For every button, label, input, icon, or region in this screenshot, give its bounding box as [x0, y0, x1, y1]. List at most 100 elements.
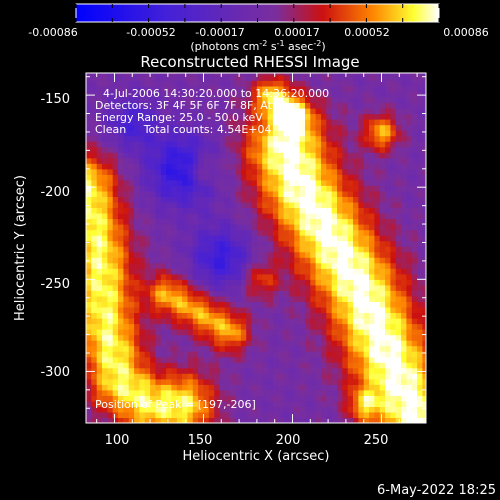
- heatmap-cell: [363, 141, 370, 148]
- heatmap-cell: [219, 201, 226, 208]
- heatmap-cell: [251, 306, 258, 313]
- heatmap-cell: [278, 306, 285, 313]
- heatmap-cell: [166, 80, 172, 87]
- heatmap-cell: [331, 174, 338, 181]
- heatmap-cell: [182, 185, 188, 192]
- heatmap-cell: [230, 130, 237, 137]
- heatmap-cell: [299, 312, 306, 319]
- heatmap-cell: [166, 102, 172, 109]
- heatmap-cell: [96, 91, 103, 98]
- heatmap-cell: [337, 218, 343, 225]
- heatmap-cell: [417, 373, 423, 380]
- heatmap-cell: [321, 251, 327, 258]
- heatmap-cell: [219, 240, 226, 247]
- heatmap-cell: [395, 224, 402, 231]
- heatmap-cell: [176, 345, 183, 352]
- colorbar-tick-label: -0.00086: [28, 26, 77, 39]
- heatmap-cell: [123, 85, 130, 92]
- heatmap-cell: [112, 224, 119, 231]
- heatmap-cell: [182, 356, 188, 363]
- heatmap-cell: [310, 329, 317, 336]
- heatmap-cell: [326, 395, 333, 402]
- heatmap-cell: [171, 295, 178, 302]
- heatmap-cell: [401, 163, 407, 170]
- heatmap-cell: [379, 262, 386, 269]
- heatmap-cell: [139, 207, 146, 214]
- heatmap-cell: [315, 179, 322, 186]
- heatmap-cell: [246, 284, 253, 291]
- heatmap-cell: [326, 168, 333, 175]
- heatmap-cell: [326, 417, 333, 423]
- heatmap-cell: [235, 417, 242, 423]
- heatmap-cell: [139, 240, 146, 247]
- heatmap-cell: [134, 334, 140, 341]
- heatmap-cell: [230, 141, 237, 148]
- heatmap-cell: [395, 74, 402, 81]
- heatmap-cell: [369, 119, 375, 126]
- heatmap-cell: [203, 185, 210, 192]
- heatmap-cell: [224, 378, 231, 385]
- heatmap-cell: [150, 417, 156, 423]
- heatmap-cell: [235, 201, 242, 208]
- heatmap-cell: [331, 251, 338, 258]
- heatmap-cell: [224, 301, 231, 308]
- heatmap-cell: [331, 135, 338, 142]
- heatmap-cell: [176, 73, 183, 76]
- heatmap-cell: [401, 96, 407, 103]
- heatmap-cell: [262, 295, 269, 302]
- heatmap-cell: [198, 389, 204, 396]
- heatmap-cell: [134, 229, 140, 236]
- heatmap-cell: [401, 102, 407, 109]
- heatmap-cell: [166, 306, 172, 313]
- heatmap-cell: [395, 80, 402, 87]
- heatmap-cell: [139, 168, 146, 175]
- heatmap-cell: [353, 73, 359, 76]
- heatmap-cell: [91, 334, 98, 341]
- heatmap-cell: [118, 373, 124, 380]
- heatmap-cell: [182, 174, 188, 181]
- heatmap-cell: [278, 229, 285, 236]
- heatmap-cell: [417, 312, 423, 319]
- heatmap-cell: [411, 152, 418, 159]
- heatmap-cell: [374, 251, 381, 258]
- heatmap-cell: [96, 196, 103, 203]
- heatmap-cell: [262, 301, 269, 308]
- heatmap-cell: [198, 124, 204, 131]
- heatmap-cell: [262, 213, 269, 220]
- heatmap-cell: [203, 201, 210, 208]
- heatmap-cell: [390, 389, 397, 396]
- heatmap-cell: [86, 185, 92, 192]
- heatmap-cell: [102, 318, 108, 325]
- heatmap-cell: [401, 356, 407, 363]
- heatmap-cell: [192, 96, 199, 103]
- heatmap-cell: [251, 196, 258, 203]
- heatmap-cell: [337, 201, 343, 208]
- heatmap-cell: [150, 80, 156, 87]
- heatmap-cell: [299, 345, 306, 352]
- heatmap-cell: [417, 157, 423, 164]
- heatmap-cell: [278, 240, 285, 247]
- heatmap-cell: [166, 389, 172, 396]
- heatmap-cell: [235, 378, 242, 385]
- heatmap-cell: [230, 290, 237, 297]
- heatmap-cell: [230, 201, 237, 208]
- heatmap-cell: [86, 157, 92, 164]
- colorbar-tick-label: 0.00052: [344, 26, 390, 39]
- y-axis-label: Heliocentric Y (arcsec): [13, 175, 28, 321]
- heatmap-cell: [219, 229, 226, 236]
- heatmap-cell: [299, 373, 306, 380]
- heatmap-cell: [347, 273, 354, 280]
- heatmap-cell: [379, 290, 386, 297]
- heatmap-cell: [219, 113, 226, 120]
- heatmap-cell: [139, 356, 146, 363]
- heatmap-cell: [294, 108, 301, 115]
- heatmap-cell: [235, 124, 242, 131]
- heatmap-cell: [326, 284, 333, 291]
- heatmap-cell: [208, 213, 215, 220]
- heatmap-cell: [203, 196, 210, 203]
- heatmap-cell: [144, 406, 151, 413]
- heatmap-cell: [155, 224, 162, 231]
- heatmap-cell: [235, 395, 242, 402]
- heatmap-cell: [182, 306, 188, 313]
